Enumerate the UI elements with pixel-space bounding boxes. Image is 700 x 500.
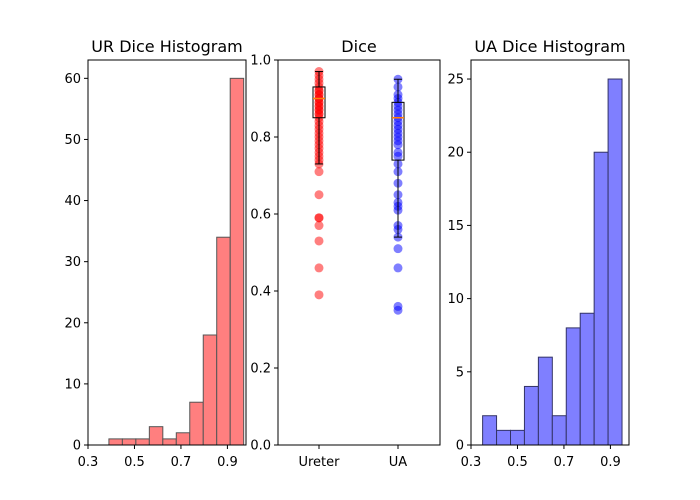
ua-histogram-bar	[496, 429, 512, 446]
ua-histogram-y-tick-label: 15	[447, 219, 464, 234]
ua-histogram-y-tick-label: 10	[447, 292, 464, 307]
ur-histogram-x-tick-label: 0.7	[171, 455, 192, 470]
ur-histogram-y-tick-label: 30	[64, 255, 81, 270]
dice-x-ticks: Ureter UA	[298, 445, 407, 470]
ua-point	[393, 263, 403, 273]
dice-axes	[277, 59, 441, 446]
dice-x-tick-label: Ureter	[298, 455, 340, 470]
ua-histogram-y-ticks: 0 5 10 15 20 25	[447, 73, 471, 454]
ua-histogram-bar	[537, 356, 553, 446]
ureter-boxplot	[312, 71, 326, 165]
ur-histogram-x-tick-label: 0.5	[124, 455, 145, 470]
ua-histogram-panel: UA Dice Histogram 0.3 0.5 0.7 0.9 0 5 10 15 20 2…	[447, 37, 630, 470]
ur-histogram-y-tick-label: 20	[64, 316, 81, 331]
ur-histogram-bar	[135, 438, 150, 446]
ua-histogram-x-tick-label: 0.7	[554, 455, 575, 470]
ur-histogram-y-tick-label: 0	[73, 439, 81, 454]
ureter-box	[312, 86, 326, 119]
ur-histogram-bars	[108, 77, 245, 446]
ua-histogram-title: UA Dice Histogram	[474, 37, 625, 56]
ur-histogram-bar	[162, 438, 177, 446]
dice-y-tick-label: 0.6	[250, 208, 271, 223]
ur-histogram-y-ticks: 0 10 20 30 40 50 60	[64, 72, 88, 454]
ua-boxplot	[391, 78, 405, 238]
ur-histogram-y-tick-label: 10	[64, 377, 81, 392]
ur-histogram-bar	[229, 77, 245, 446]
ur-histogram-axes	[87, 59, 247, 446]
ua-histogram-x-tick-label: 0.9	[600, 455, 621, 470]
dice-points	[314, 67, 403, 315]
ur-histogram-bar	[216, 236, 231, 446]
dice-title: Dice	[341, 37, 376, 56]
ur-histogram-panel: UR Dice Histogram 0.3 0.5 0.7 0.9 0 10 20 30 40…	[64, 37, 247, 470]
ur-histogram-bar	[108, 438, 123, 446]
dice-y-ticks: 0.0 0.2 0.4 0.6 0.8 1.0	[250, 54, 278, 454]
dice-boxplots	[312, 71, 405, 238]
ureter-point	[314, 236, 324, 246]
ur-histogram-x-tick-label: 0.3	[78, 455, 99, 470]
ua-histogram-x-tick-label: 0.5	[507, 455, 528, 470]
ua-box	[391, 101, 405, 161]
ua-histogram-bar	[607, 78, 623, 446]
ua-histogram-bar	[510, 429, 525, 446]
dice-y-tick-label: 0.0	[250, 439, 271, 454]
ua-histogram-x-ticks: 0.3 0.5 0.7 0.9	[461, 445, 621, 470]
ua-histogram-y-tick-label: 20	[447, 146, 464, 161]
ua-histogram-bar	[579, 312, 595, 446]
ua-histogram-bar	[565, 327, 581, 446]
ua-histogram-y-tick-label: 0	[456, 439, 464, 454]
ua-histogram-axes	[470, 59, 630, 446]
ur-histogram-bar	[148, 426, 164, 446]
dice-y-tick-label: 1.0	[250, 54, 271, 69]
ur-histogram-bar	[121, 438, 137, 446]
ua-histogram-bars	[482, 78, 623, 446]
ua-point	[393, 301, 403, 311]
ua-histogram-bar	[523, 385, 539, 446]
ur-histogram-x-tick-label: 0.9	[217, 455, 238, 470]
ur-histogram-y-tick-label: 40	[64, 194, 81, 209]
ureter-point	[314, 167, 324, 177]
dice-y-tick-label: 0.2	[250, 362, 271, 377]
ua-histogram-bar	[482, 415, 498, 446]
ua-histogram-bar	[593, 151, 609, 446]
ureter-point	[314, 263, 324, 273]
ur-histogram-bar	[189, 401, 204, 446]
ua-histogram-y-tick-label: 25	[447, 73, 464, 88]
dice-x-tick-label: UA	[389, 455, 408, 470]
ua-point	[393, 147, 403, 157]
ur-histogram-bar	[202, 334, 218, 446]
ur-histogram-y-tick-label: 50	[64, 133, 81, 148]
ua-histogram-bar	[551, 415, 567, 446]
ua-point	[393, 244, 403, 254]
ureter-point	[314, 213, 324, 223]
dice-y-tick-label: 0.4	[250, 285, 271, 300]
ureter-point	[314, 221, 324, 231]
ua-histogram-x-tick-label: 0.3	[461, 455, 482, 470]
ur-histogram-y-tick-label: 60	[64, 72, 81, 87]
ur-histogram-bar	[175, 432, 191, 446]
ur-histogram-title: UR Dice Histogram	[91, 37, 242, 56]
ua-histogram-y-tick-label: 5	[456, 365, 464, 380]
ureter-point	[314, 190, 324, 200]
dice-y-tick-label: 0.8	[250, 131, 271, 146]
ur-histogram-x-ticks: 0.3 0.5 0.7 0.9	[78, 445, 238, 470]
ureter-point	[314, 290, 324, 300]
dice-panel: Dice Ureter UA 0.0 0.2 0.4 0.6 0.8 1.0	[250, 37, 441, 470]
